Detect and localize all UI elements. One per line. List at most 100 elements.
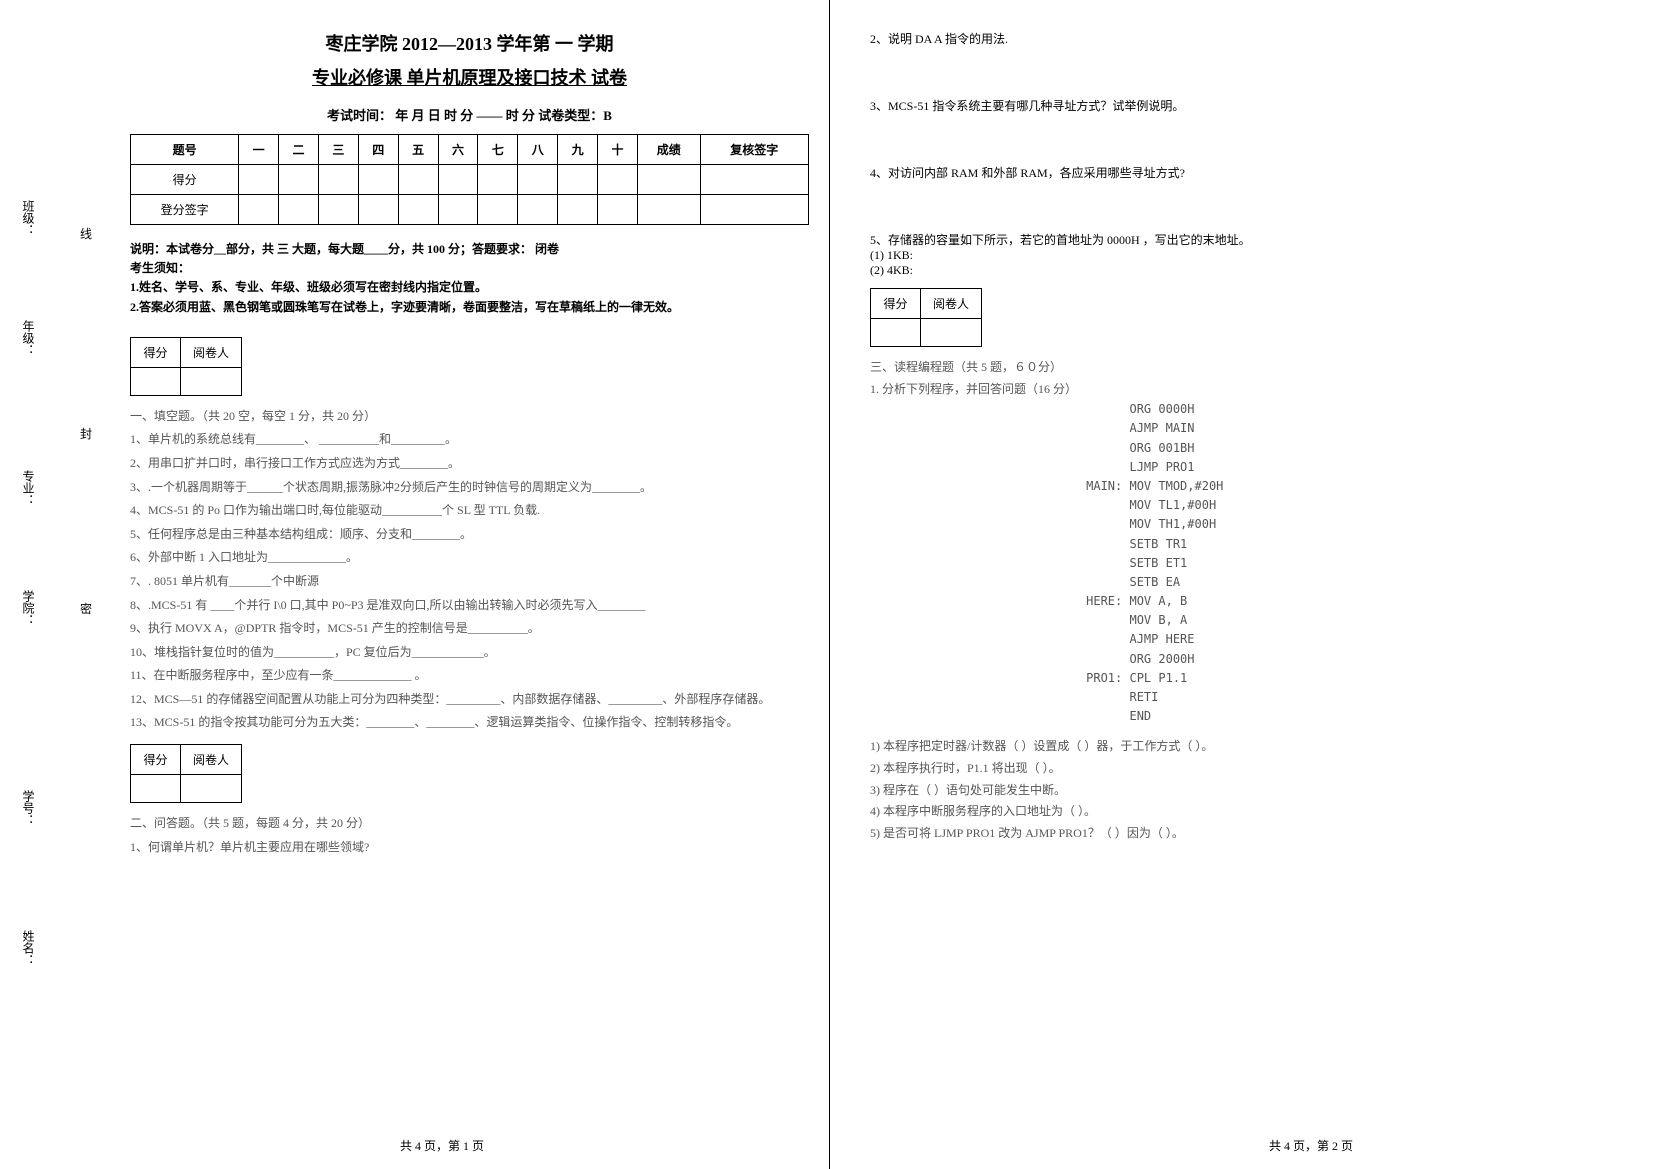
question: 4、MCS-51 的 Po 口作为输出端口时,每位能驱动__________个 …	[130, 500, 809, 522]
binding-margin: 班级： 年级： 专业： 学院： 学号： 姓名：	[0, 0, 70, 1169]
row-label: 登分签字	[131, 195, 239, 225]
col-header: 题号	[131, 135, 239, 165]
sub-question: 1) 本程序把定时器/计数器（ ）设置成（ ）器，于工作方式（ ）。	[870, 736, 1570, 758]
margin-label-class: 班级：	[20, 200, 37, 236]
col-header: 二	[279, 135, 319, 165]
instruction-line: 1.姓名、学号、系、专业、年级、班级必须写在密封线内指定位置。	[130, 278, 809, 297]
code-line: MOV TL1,#00H	[1050, 496, 1570, 515]
question: 9、执行 MOVX A，@DPTR 指令时，MCS-51 产生的控制信号是___…	[130, 618, 809, 640]
question: 3、.一个机器周期等于______个状态周期,振荡脉冲2分频后产生的时钟信号的周…	[130, 477, 809, 499]
exam-info: 考试时间： 年 月 日 时 分 —— 时 分 试卷类型：B	[130, 105, 809, 124]
sub-question: 4) 本程序中断服务程序的入口地址为（ ）。	[870, 801, 1570, 823]
col-header: 六	[438, 135, 478, 165]
score-cell-header: 得分	[131, 337, 181, 367]
code-block: ORG 0000H AJMP MAIN ORG 001BH LJMP PRO1 …	[1050, 400, 1570, 726]
section-2: 二、问答题。（共 5 题，每题 4 分，共 20 分） 1、何谓单片机？单片机主…	[130, 813, 809, 858]
question: 10、堆栈指针复位时的值为__________，PC 复位后为_________…	[130, 642, 809, 664]
question: 7、. 8051 单片机有_______个中断源	[130, 571, 809, 593]
score-table-header-row: 题号 一 二 三 四 五 六 七 八 九 十 成绩 复核签字	[131, 135, 809, 165]
sub-question: (2) 4KB:	[870, 263, 1570, 278]
question-title: 1. 分析下列程序，并回答问题（16 分）	[870, 379, 1570, 401]
instruction-line: 考生须知：	[130, 259, 809, 278]
reviewer-cell-header: 阅卷人	[181, 745, 242, 775]
col-header: 四	[358, 135, 398, 165]
question: 5、任何程序总是由三种基本结构组成：顺序、分支和________。	[130, 524, 809, 546]
question: 3、MCS-51 指令系统主要有哪几种寻址方式？试举例说明。	[870, 97, 1570, 114]
question: 1、何谓单片机？单片机主要应用在哪些领域?	[130, 837, 809, 859]
instructions: 说明：本试卷分__部分，共 三 大题，每大题____分，共 100 分；答题要求…	[130, 240, 809, 317]
question-text: 5、存储器的容量如下所示，若它的首地址为 0000H ，写出它的末地址。	[870, 231, 1570, 248]
code-line: MAIN: MOV TMOD,#20H	[1050, 477, 1570, 496]
score-cell-header: 得分	[871, 289, 921, 319]
question: 2、用串口扩并口时，串行接口工作方式应选为方式________。	[130, 453, 809, 475]
page-right: 2、说明 DA A 指令的用法. 3、MCS-51 指令系统主要有哪几种寻址方式…	[830, 0, 1610, 1169]
code-line: LJMP PRO1	[1050, 458, 1570, 477]
reviewer-cell-header: 阅卷人	[921, 289, 982, 319]
section-title: 二、问答题。（共 5 题，每题 4 分，共 20 分）	[130, 813, 809, 835]
score-cell-header: 得分	[131, 745, 181, 775]
col-header: 八	[518, 135, 558, 165]
col-header: 三	[318, 135, 358, 165]
section-title: 一、填空题。（共 20 空，每空 1 分，共 20 分）	[130, 406, 809, 428]
row-label: 得分	[131, 165, 239, 195]
page-footer-right: 共 4 页，第 2 页	[1269, 1137, 1353, 1154]
section-title: 三、读程编程题（共 5 题，６０分）	[870, 357, 1570, 379]
code-line: MOV TH1,#00H	[1050, 515, 1570, 534]
section-1: 一、填空题。（共 20 空，每空 1 分，共 20 分） 1、单片机的系统总线有…	[130, 406, 809, 734]
question: 1、单片机的系统总线有________、 __________和________…	[130, 429, 809, 451]
question: 4、对访问内部 RAM 和外部 RAM，各应采用哪些寻址方式?	[870, 164, 1570, 181]
col-header: 九	[558, 135, 598, 165]
code-line: SETB EA	[1050, 573, 1570, 592]
question: 13、MCS-51 的指令按其功能可分为五大类：________、_______…	[130, 712, 809, 734]
col-header: 一	[239, 135, 279, 165]
question-5: 5、存储器的容量如下所示，若它的首地址为 0000H ，写出它的末地址。 (1)…	[870, 231, 1570, 278]
code-line: ORG 001BH	[1050, 439, 1570, 458]
question: 6、外部中断 1 入口地址为_____________。	[130, 547, 809, 569]
sub-questions: 1) 本程序把定时器/计数器（ ）设置成（ ）器，于工作方式（ ）。 2) 本程…	[870, 736, 1570, 844]
section-3: 三、读程编程题（共 5 题，６０分） 1. 分析下列程序，并回答问题（16 分）…	[870, 357, 1570, 844]
margin-label-name: 姓名：	[20, 930, 37, 966]
col-header: 十	[598, 135, 638, 165]
code-line: AJMP HERE	[1050, 630, 1570, 649]
col-header: 复核签字	[700, 135, 808, 165]
question: 12、MCS—51 的存储器空间配置从功能上可分为四种类型：_________、…	[130, 689, 809, 711]
code-line: AJMP MAIN	[1050, 419, 1570, 438]
code-line: END	[1050, 707, 1570, 726]
seal-column: 线 封 密	[70, 0, 110, 1169]
question: 2、说明 DA A 指令的用法.	[870, 30, 1570, 47]
section-score-table: 得分 阅卷人	[130, 744, 242, 803]
code-line: MOV B, A	[1050, 611, 1570, 630]
code-line: PRO1: CPL P1.1	[1050, 669, 1570, 688]
question: 8、.MCS-51 有 ____个并行 I\0 口,其中 P0~P3 是准双向口…	[130, 595, 809, 617]
page-left: 枣庄学院 2012—2013 学年第 一 学期 专业必修课 单片机原理及接口技术…	[110, 0, 830, 1169]
margin-label-grade: 年级：	[20, 320, 37, 356]
reviewer-cell-header: 阅卷人	[181, 337, 242, 367]
col-header: 成绩	[637, 135, 700, 165]
instruction-line: 2.答案必须用蓝、黑色钢笔或圆珠笔写在试卷上，字迹要清晰，卷面要整洁，写在草稿纸…	[130, 298, 809, 317]
page-footer-left: 共 4 页，第 1 页	[400, 1137, 484, 1154]
signature-row: 登分签字	[131, 195, 809, 225]
seal-label-seal: 封	[80, 425, 92, 442]
code-line: RETI	[1050, 688, 1570, 707]
col-header: 七	[478, 135, 518, 165]
sub-question: 5) 是否可将 LJMP PRO1 改为 AJMP PRO1？（ ）因为（ ）。	[870, 823, 1570, 845]
sub-question: 3) 程序在（ ）语句处可能发生中断。	[870, 780, 1570, 802]
col-header: 五	[398, 135, 438, 165]
title-sub: 专业必修课 单片机原理及接口技术 试卷	[130, 64, 809, 90]
score-table: 题号 一 二 三 四 五 六 七 八 九 十 成绩 复核签字 得分 登分签字	[130, 134, 809, 225]
code-line: SETB ET1	[1050, 554, 1570, 573]
code-line: HERE: MOV A, B	[1050, 592, 1570, 611]
code-line: ORG 2000H	[1050, 650, 1570, 669]
title-main: 枣庄学院 2012—2013 学年第 一 学期	[130, 30, 809, 56]
sub-question: (1) 1KB:	[870, 248, 1570, 263]
margin-label-major: 专业：	[20, 470, 37, 506]
margin-label-studentid: 学号：	[20, 790, 37, 826]
seal-label-secret: 密	[80, 600, 92, 617]
section-score-table: 得分 阅卷人	[870, 288, 982, 347]
seal-label-line: 线	[80, 225, 92, 242]
section-score-table: 得分 阅卷人	[130, 337, 242, 396]
code-line: SETB TR1	[1050, 535, 1570, 554]
sub-question: 2) 本程序执行时，P1.1 将出现（ ）。	[870, 758, 1570, 780]
instruction-line: 说明：本试卷分__部分，共 三 大题，每大题____分，共 100 分；答题要求…	[130, 240, 809, 259]
code-line: ORG 0000H	[1050, 400, 1570, 419]
